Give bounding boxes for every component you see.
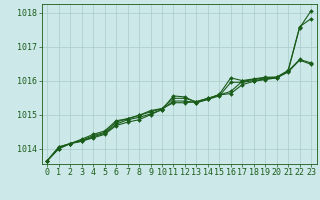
Text: Graphe pression niveau de la mer (hPa): Graphe pression niveau de la mer (hPa) bbox=[41, 181, 279, 192]
